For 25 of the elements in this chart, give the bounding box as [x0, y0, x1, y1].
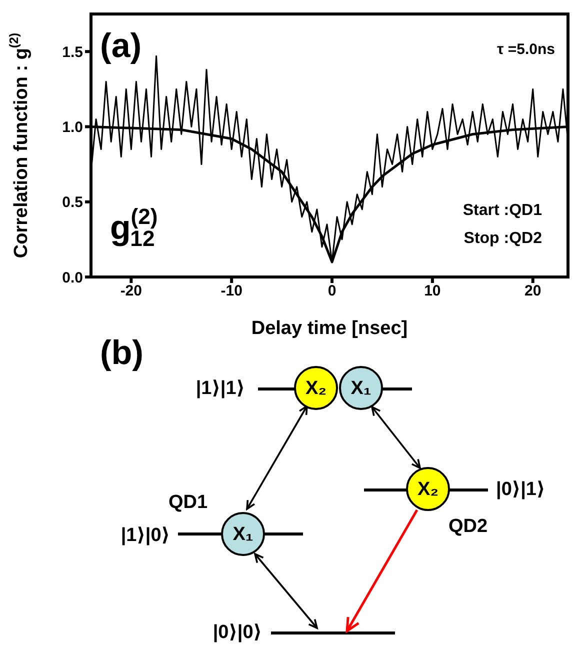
annotation: (a)	[100, 26, 142, 65]
text: |0⟩|0⟩	[212, 622, 262, 644]
annotation: τ =5.0ns	[497, 40, 555, 58]
annotation: Stop :QD2	[464, 230, 542, 248]
x-tick-label: 20	[524, 282, 542, 300]
text: X₂	[417, 479, 439, 500]
y-tick-label: 0.0	[62, 269, 83, 286]
x-tick-label: 0	[328, 282, 336, 300]
text: |1⟩|1⟩	[196, 378, 245, 400]
text: X₁	[350, 378, 372, 400]
text: QD1	[168, 492, 208, 514]
x-tick-label: -20	[120, 282, 142, 300]
x-tick-label: -10	[220, 282, 242, 300]
text: X₂	[305, 378, 327, 400]
text: |1⟩|0⟩	[120, 525, 170, 546]
x-tick-label: 10	[424, 282, 441, 300]
y-tick-label: 1.5	[62, 44, 83, 61]
y-tick-label: 0.5	[62, 194, 83, 212]
text: |0⟩|1⟩	[496, 479, 546, 500]
text: (b)	[100, 334, 144, 372]
annotation: Start :QD1	[462, 202, 542, 220]
text: X₁	[232, 524, 254, 546]
y-tick-label: 1.0	[62, 119, 83, 136]
text: QD2	[448, 516, 488, 538]
x-axis-title: Delay time [nsec]	[251, 318, 408, 339]
